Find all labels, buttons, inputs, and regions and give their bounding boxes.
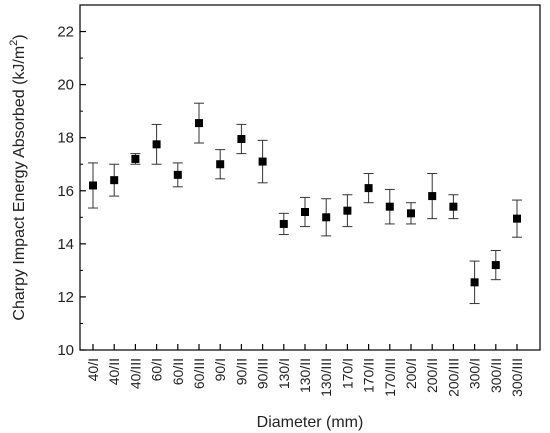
data-point — [449, 202, 458, 211]
y-tick-label: 12 — [57, 289, 74, 306]
data-point-group — [278, 212, 289, 236]
data-point — [428, 192, 437, 201]
data-point-group — [88, 162, 98, 209]
data-point — [491, 261, 500, 270]
plot-area — [79, 4, 541, 351]
data-point — [89, 181, 97, 190]
x-tick-label: 200/II — [424, 358, 440, 393]
data-point — [131, 154, 140, 163]
x-tick-label: 40/I — [85, 358, 101, 381]
x-tick-label: 90/II — [233, 358, 249, 385]
data-point — [216, 160, 225, 169]
y-axis: 10 12 14 16 18 20 22 — [57, 24, 86, 359]
data-point — [110, 176, 119, 185]
y-tick-label: 22 — [57, 24, 74, 41]
data-point-group — [215, 149, 226, 180]
data-point — [237, 135, 246, 144]
data-point-group — [151, 123, 162, 165]
data-point-group — [130, 153, 141, 165]
x-tick-label: 60/III — [191, 358, 207, 389]
data-point-group — [257, 139, 268, 184]
x-tick-label: 200/I — [403, 358, 419, 389]
data-point-group — [384, 188, 395, 225]
data-point-group — [109, 163, 120, 197]
data-point-group — [490, 249, 501, 281]
data-point-group — [448, 194, 459, 220]
data-point-group — [406, 202, 416, 225]
x-tick-label: 170/I — [339, 358, 355, 389]
x-tick-label: 300/III — [509, 358, 525, 397]
y-tick-label: 18 — [57, 130, 74, 147]
x-tick-label: 130/III — [318, 358, 334, 397]
data-point — [385, 202, 394, 211]
data-point — [343, 206, 352, 215]
x-tick-label: 130/II — [297, 358, 313, 393]
data-point-group — [321, 198, 332, 237]
data-point-group — [342, 194, 353, 228]
y-tick-label: 16 — [57, 183, 74, 200]
data-point-group — [469, 260, 480, 305]
x-tick-label: 60/II — [170, 358, 186, 385]
x-tick-label: 40/III — [127, 358, 143, 389]
x-tick-label: 300/I — [467, 358, 483, 389]
data-point — [279, 219, 288, 228]
y-tick-label: 20 — [57, 77, 74, 94]
y-axis-title-superscript: 2 — [8, 40, 20, 46]
data-point — [195, 119, 203, 128]
data-point-group — [512, 199, 522, 238]
x-tick-label: 300/II — [488, 358, 504, 393]
data-point-group — [236, 123, 247, 155]
x-tick-label: 40/II — [106, 358, 122, 385]
data-point-group — [300, 196, 310, 228]
x-tick-label: 170/III — [382, 358, 398, 397]
x-tick-label: 60/I — [149, 358, 165, 381]
x-axis-title: Diameter (mm) — [257, 414, 364, 431]
y-tick-label: 14 — [57, 236, 74, 253]
x-tick-label: 200/III — [445, 358, 461, 397]
data-point — [470, 278, 479, 287]
y-tick-label: 10 — [57, 342, 74, 359]
data-point — [258, 157, 267, 166]
data-point-group — [427, 173, 438, 220]
data-point — [301, 208, 309, 216]
x-tick-label: 90/I — [212, 358, 228, 381]
x-tick-label: 130/I — [276, 358, 292, 389]
data-point — [513, 214, 521, 223]
data-point — [364, 184, 373, 193]
data-point-group — [172, 162, 183, 188]
data-point — [322, 213, 331, 222]
data-point — [407, 209, 415, 218]
y-axis-title-main: Charpy Impact Energy Absorbed (kJ/m — [11, 46, 28, 321]
data-point — [152, 140, 161, 149]
y-axis-title: Charpy Impact Energy Absorbed (kJ/m2) — [8, 34, 28, 320]
data-point — [173, 170, 182, 179]
data-point-group — [363, 173, 374, 204]
data-point-group — [194, 102, 204, 144]
x-axis: 40/I 40/II 40/III 60/I 60/II 60/III 90/I 90/II 9… — [85, 344, 525, 397]
x-tick-label: 90/III — [255, 358, 271, 389]
y-axis-title-suffix: ) — [11, 34, 28, 39]
data-series — [88, 102, 522, 305]
x-tick-label: 170/II — [361, 358, 377, 393]
